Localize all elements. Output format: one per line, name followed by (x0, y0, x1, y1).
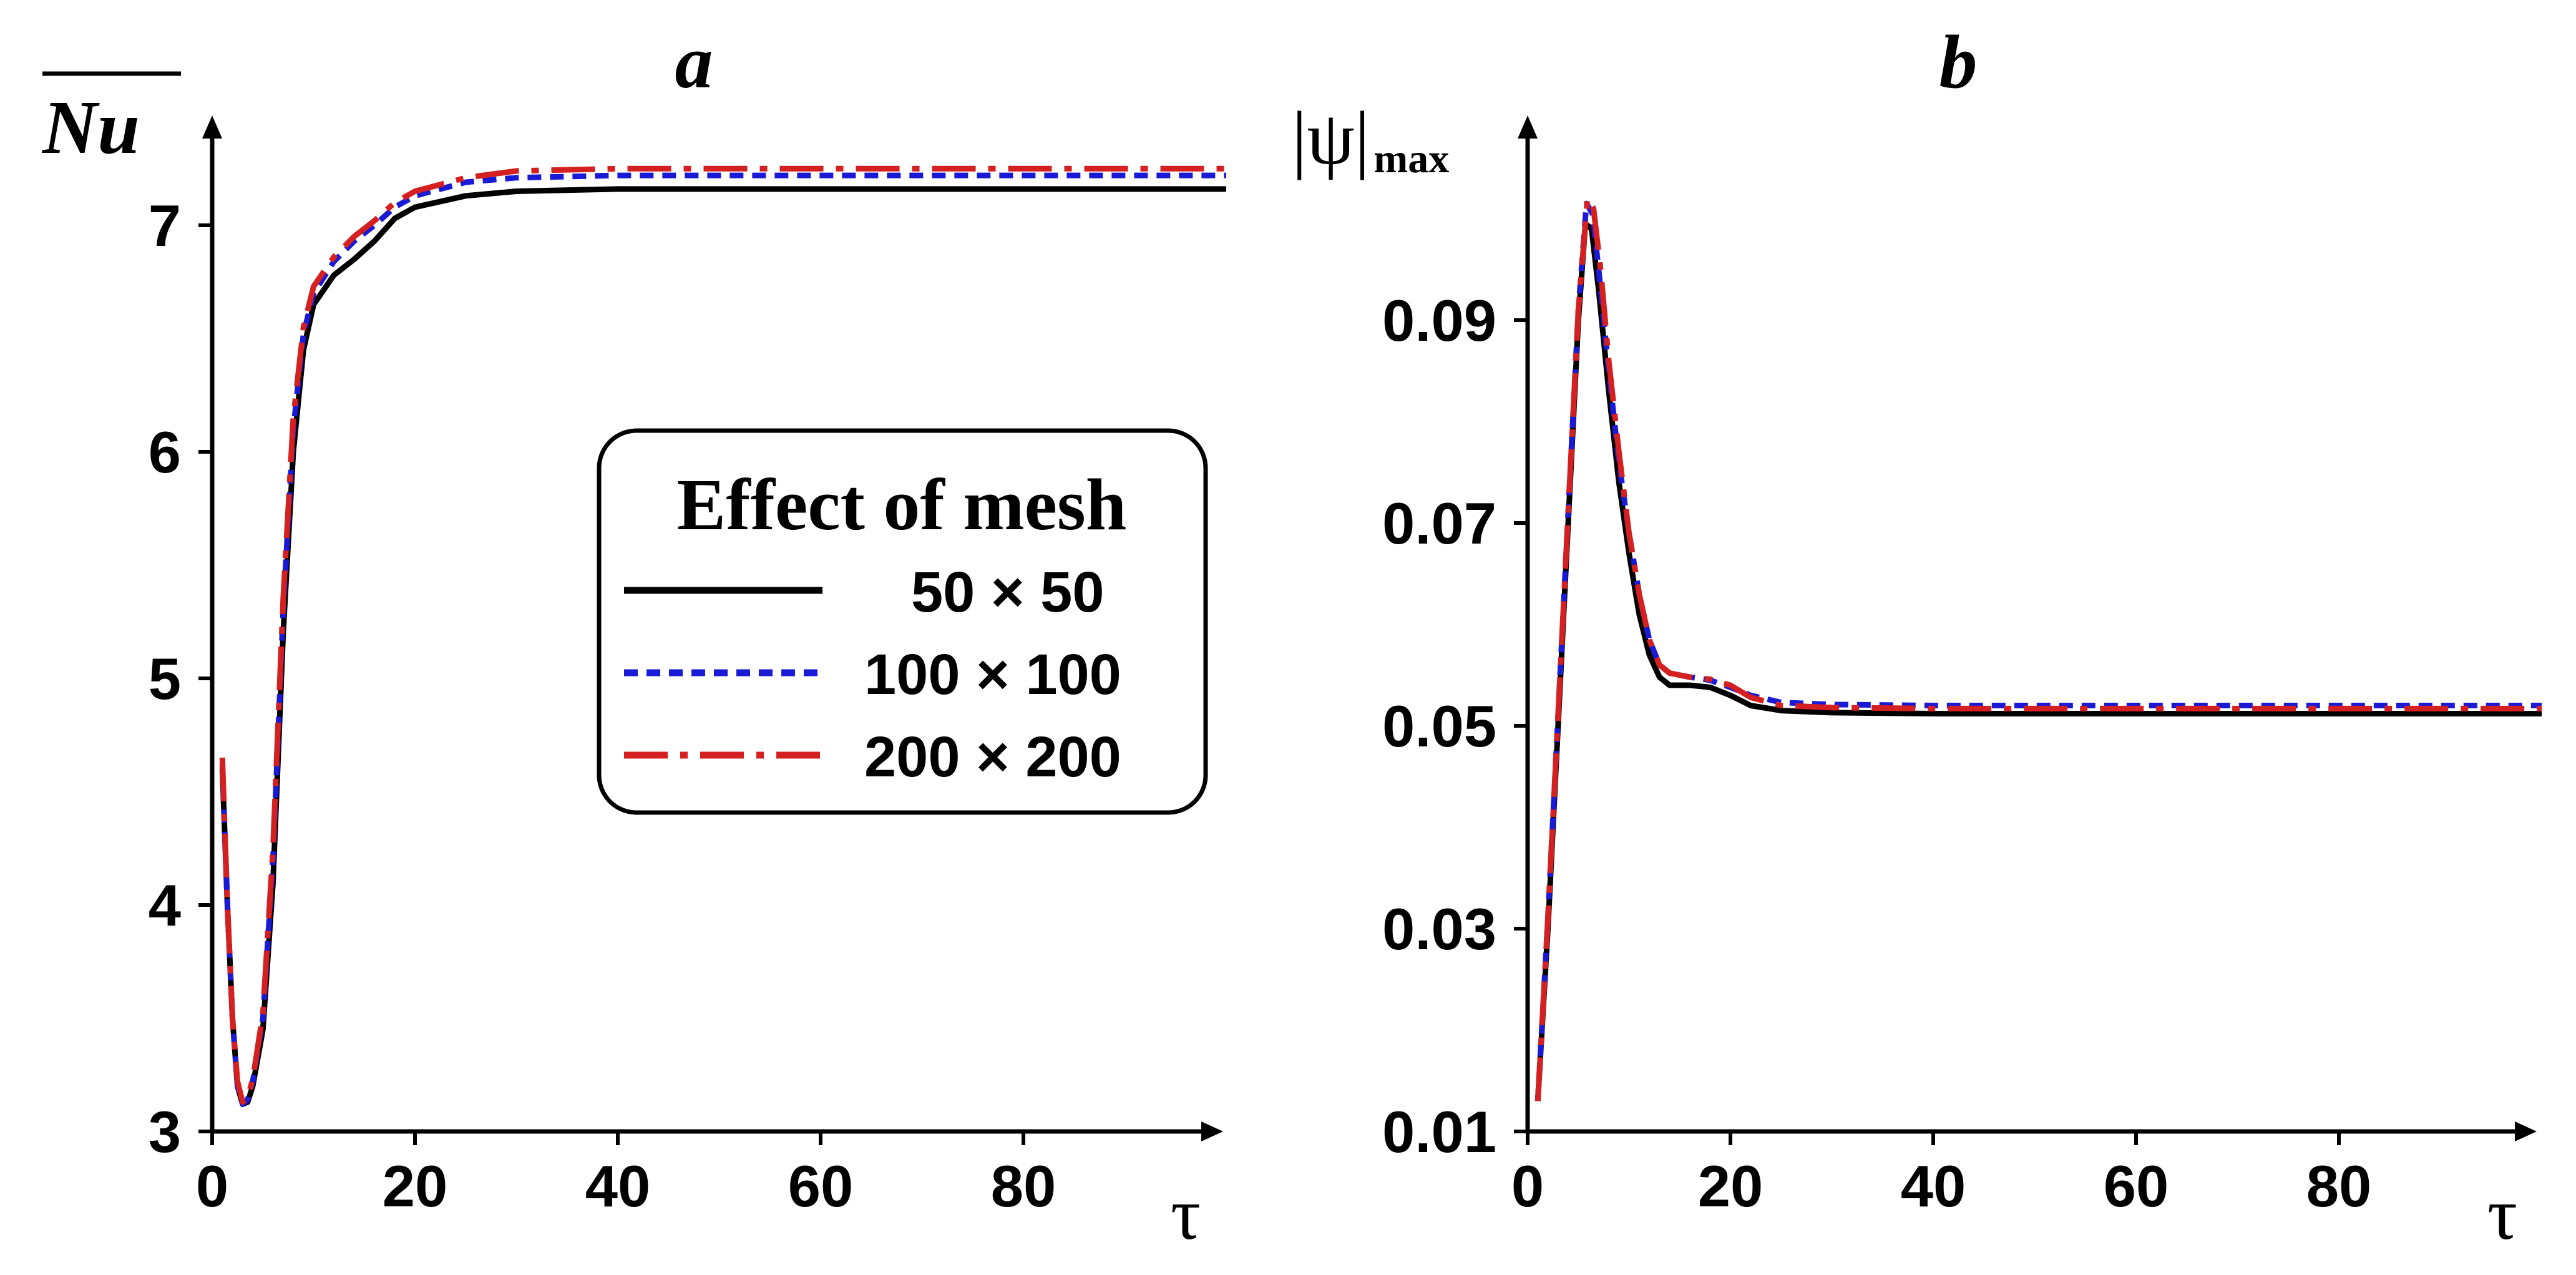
panel-b-ytick-label: 0.03 (1382, 896, 1496, 962)
panel-a-ytick-label: 6 (149, 419, 181, 485)
panel-a-ylabel: Nu (41, 85, 140, 170)
panel-b-ytick-label: 0.09 (1382, 288, 1496, 353)
panel-a: a Nu 0 20 40 60 80 3 4 5 6 7 τ Effect of mesh 50… (41, 20, 1226, 1255)
legend: Effect of mesh 50 × 50 100 × 100 200 × 2… (597, 428, 1208, 815)
panel-b-xtick-label: 60 (2104, 1153, 2169, 1219)
panel-a-ytick-label: 7 (149, 193, 181, 258)
panel-b-x-axis-arrow-icon (2515, 1121, 2537, 1141)
legend-label-200: 200 × 200 (864, 725, 1121, 789)
panel-b-title: b (1939, 20, 1978, 104)
panel-a-x-ticks: 0 20 40 60 80 (196, 1131, 1056, 1219)
panel-b-series-line-100-100 (1534, 200, 2542, 1102)
panel-a-y-ticks: 3 4 5 6 7 (149, 193, 212, 1165)
panel-a-xtick-label: 40 (585, 1153, 651, 1219)
panel-a-x-axis-arrow-icon (1201, 1121, 1223, 1141)
panel-b: b |ψ|max 0 20 40 60 80 0.010.030.050.070.09 … (1292, 20, 2542, 1255)
panel-b-y-axis-arrow-icon (1518, 115, 1538, 139)
panel-b-series-line-50-50 (1534, 221, 2542, 1102)
panel-a-xtick-label: 20 (383, 1153, 448, 1219)
panel-b-series (1534, 195, 2542, 1102)
panel-a-xlabel: τ (1171, 1172, 1201, 1255)
panel-a-ytick-label: 4 (149, 872, 181, 938)
panel-b-xtick-label: 0 (1511, 1153, 1544, 1219)
panel-a-ytick-label: 5 (149, 646, 181, 711)
legend-title: Effect of mesh (677, 464, 1127, 545)
panel-a-ytick-label: 3 (149, 1099, 181, 1165)
legend-box (597, 428, 1208, 815)
panel-a-xtick-label: 60 (788, 1153, 854, 1219)
panel-b-ytick-label: 0.05 (1382, 693, 1496, 759)
panel-b-xlabel: τ (2487, 1172, 2517, 1255)
panel-a-series-line-200-200 (219, 165, 1226, 1105)
panel-b-xtick-label: 40 (1901, 1153, 1966, 1219)
panel-a-xtick-label: 0 (196, 1153, 228, 1219)
panel-b-xtick-label: 20 (1698, 1153, 1764, 1219)
panel-b-series-line-200-200 (1534, 195, 2542, 1102)
legend-label-100: 100 × 100 (864, 643, 1121, 706)
panel-b-ytick-label: 0.07 (1382, 491, 1496, 556)
panel-a-title: a (675, 20, 713, 104)
panel-b-ylabel: |ψ|max (1292, 96, 1449, 182)
panel-a-series (219, 165, 1226, 1107)
legend-label-50: 50 × 50 (911, 560, 1105, 624)
panel-b-xtick-label: 80 (2306, 1153, 2372, 1219)
panel-a-y-axis-arrow-icon (202, 115, 222, 139)
panel-b-ytick-label: 0.01 (1382, 1099, 1496, 1165)
panel-b-y-ticks: 0.01 0.03 0.05 0.07 0.09 (1382, 288, 1528, 1165)
panel-a-xtick-label: 80 (991, 1153, 1056, 1219)
panel-b-x-ticks: 0 20 40 60 80 (1511, 1131, 2371, 1219)
